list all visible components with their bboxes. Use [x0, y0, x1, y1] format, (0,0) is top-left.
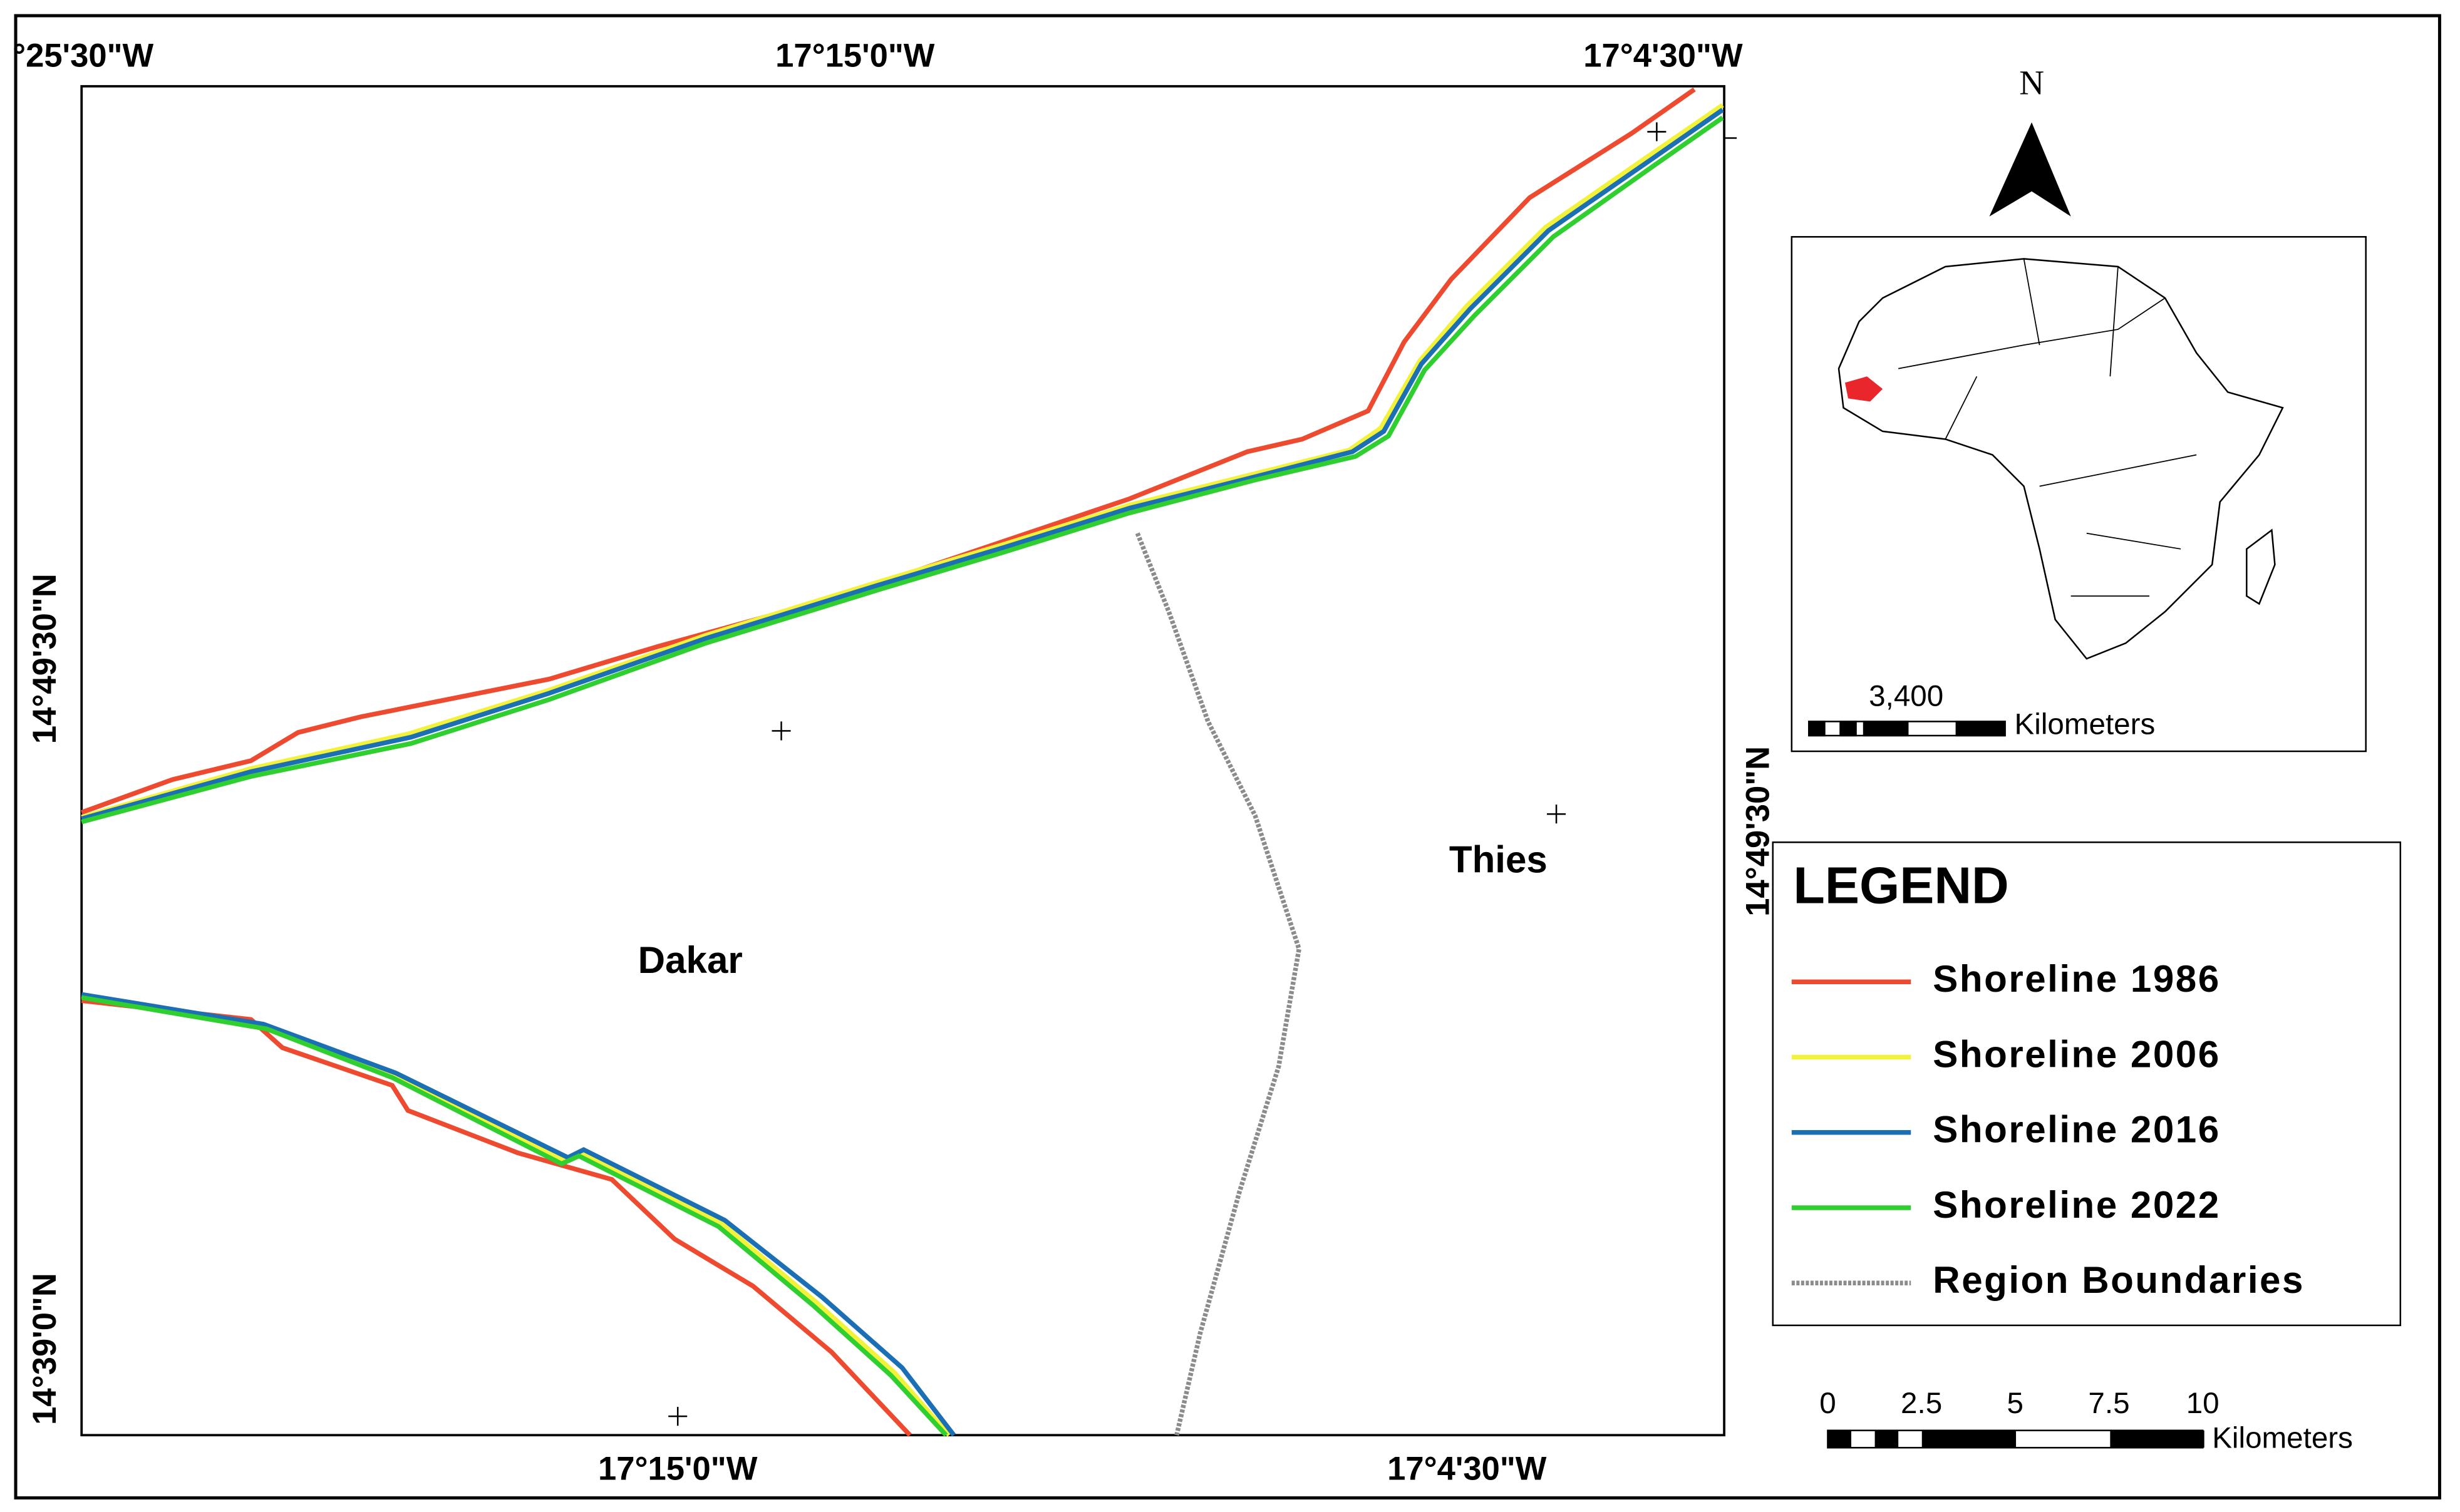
scale-tick-label: 10 — [2186, 1387, 2220, 1420]
shoreline — [81, 103, 1724, 820]
scale-segment — [1863, 721, 1909, 737]
scale-segment — [1874, 1430, 1899, 1448]
legend-frame — [1772, 841, 2402, 1327]
scale-bar: 0 2.5 5 7.5 10 — [1819, 1387, 2220, 1449]
scale-segment — [1827, 1430, 1852, 1448]
scale-tick-label: 0 — [1819, 1387, 1836, 1420]
inset-scale-unit: Kilometers — [2015, 707, 2156, 741]
shoreline — [81, 998, 912, 1437]
map-body — [80, 85, 1725, 1437]
scale-segment — [1808, 721, 1826, 737]
inset-scale-value: 3,400 — [1869, 679, 1943, 712]
north-label: N — [2019, 63, 2044, 101]
scale-unit: Kilometers — [2212, 1421, 2353, 1454]
graticule-crosses — [668, 122, 1737, 1426]
coord-label: 17°15'0"W — [598, 1451, 758, 1488]
coord-label: 14°49'30"N — [1740, 746, 1777, 917]
legend-label: Shoreline 2016 — [1933, 1109, 2220, 1151]
scale-tick-label: 7.5 — [2088, 1387, 2129, 1420]
coord-label: 14°39'0"N — [26, 1273, 63, 1425]
country-borders — [1898, 259, 2197, 597]
shoreline — [81, 108, 1724, 821]
madagascar — [2246, 528, 2276, 605]
coord-label: 14°49'30"N — [26, 573, 63, 744]
legend-label: Shoreline 2022 — [1933, 1184, 2220, 1226]
shoreline — [81, 995, 948, 1437]
coord-label: 17°4'30"W — [1583, 38, 1743, 75]
scale-segment — [1839, 721, 1857, 737]
shoreline — [81, 115, 1724, 825]
region-boundary — [1135, 532, 1302, 1436]
coord-label: °25'30"W — [13, 38, 153, 75]
cross — [668, 122, 1667, 1426]
scale-segment — [1955, 721, 2006, 737]
north-arrow — [1989, 122, 2071, 217]
place-label: Thies — [1449, 839, 1548, 881]
legend-title: LEGEND — [1793, 856, 2008, 914]
legend-label: Region Boundaries — [1933, 1259, 2305, 1301]
legend: LEGEND Shoreline 1986 Shoreline 2006 Shore… — [1772, 841, 2402, 1327]
scale-segment — [1921, 1430, 2017, 1448]
coord-label: 17°15'0"W — [775, 38, 935, 75]
scale-segment — [2110, 1430, 2204, 1448]
shoreline — [81, 992, 956, 1437]
map-frame — [80, 85, 1725, 1437]
legend-label: Shoreline 1986 — [1933, 958, 2220, 1000]
coord-label: 17°4'30"W — [1387, 1451, 1547, 1488]
scale-tick-label: 2.5 — [1901, 1387, 1942, 1420]
place-label: Dakar — [638, 939, 743, 981]
senegal-highlight — [1845, 376, 1883, 402]
inset-scale-bar — [1808, 721, 2006, 737]
legend-label: Shoreline 2006 — [1933, 1033, 2220, 1075]
scale-tick-label: 5 — [2007, 1387, 2023, 1420]
